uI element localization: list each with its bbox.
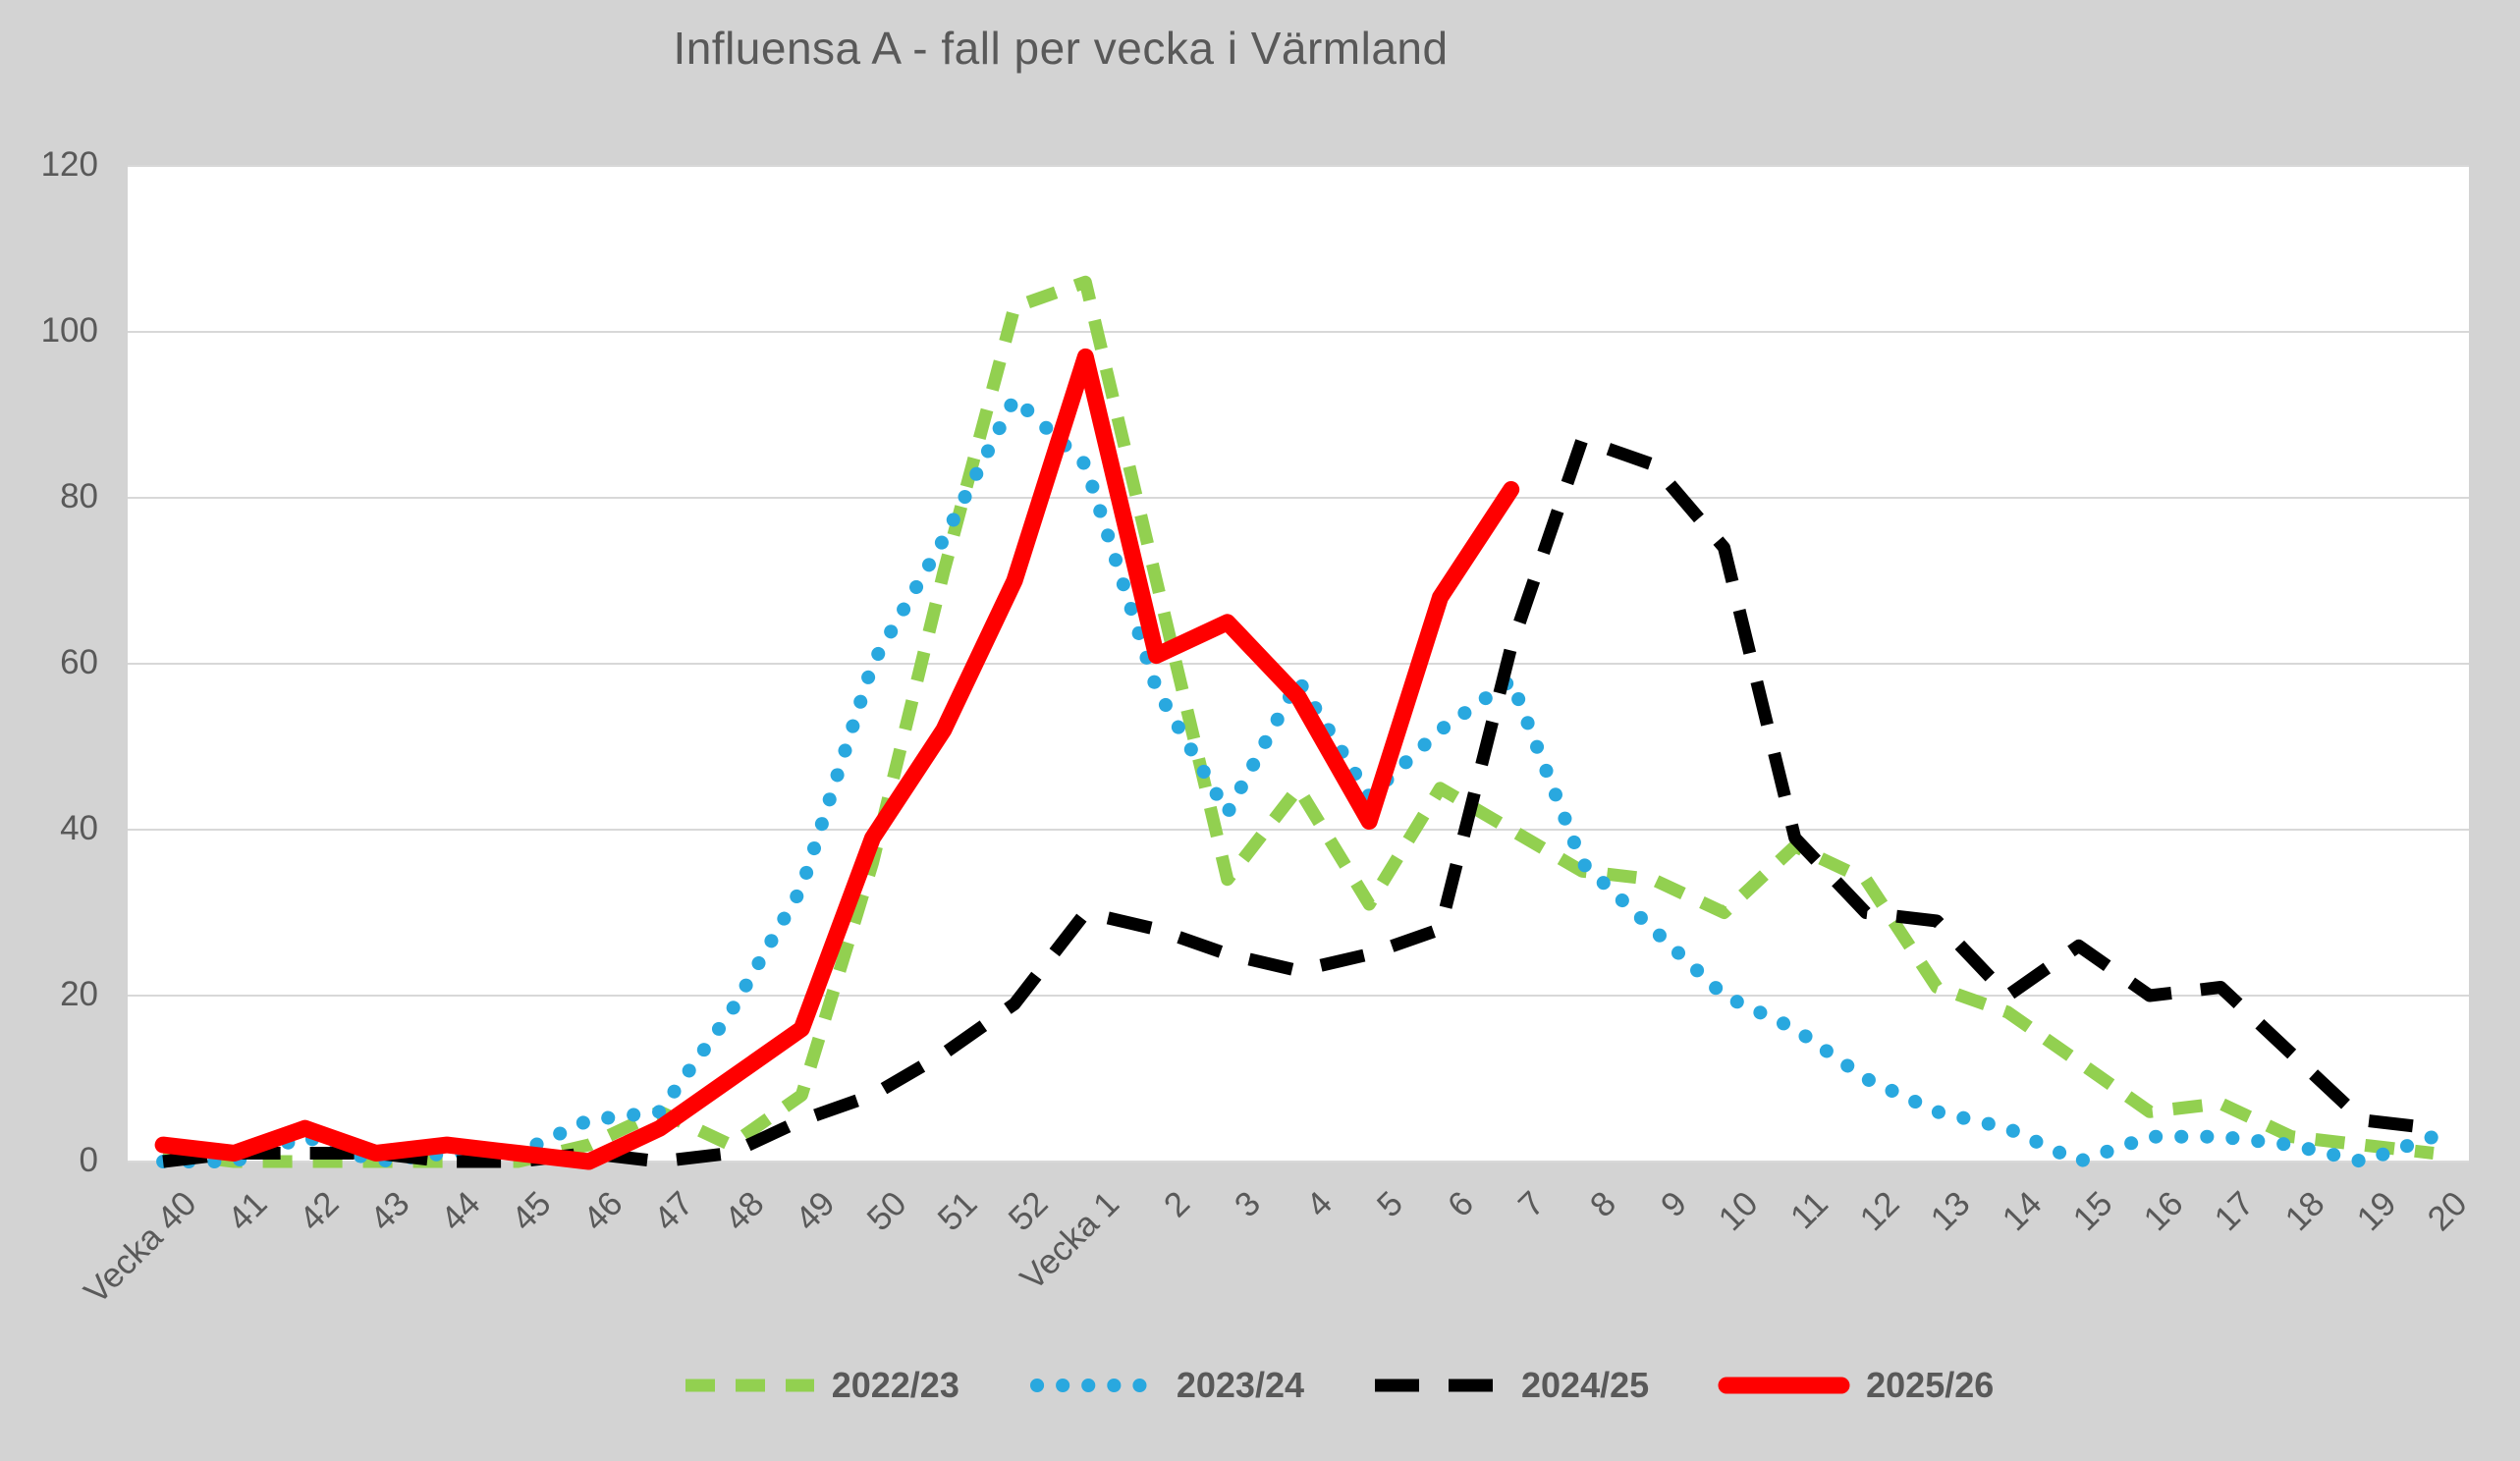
legend-label-2022-23: 2022/23	[831, 1365, 959, 1405]
legend-item-2023-24: 2023/24	[1028, 1365, 1304, 1406]
legend-marker-2023-24	[1029, 1379, 1159, 1392]
legend-label-2023-24: 2023/24	[1176, 1365, 1304, 1405]
y-axis-tick-label-0: 0	[79, 1141, 98, 1179]
chart-legend: 2022/23 2023/24 2024/25 2025/26	[157, 1365, 2520, 1406]
series-line-2025-26	[154, 348, 1520, 1170]
legend-item-2022-23: 2022/23	[684, 1365, 959, 1406]
y-axis-tick-label-100: 100	[40, 311, 98, 350]
chart-title: Influensa A - fall per vecka i Värmland	[673, 23, 1449, 74]
legend-item-2025-26: 2025/26	[1718, 1365, 1994, 1406]
legend-label-2025-26: 2025/26	[1866, 1365, 1995, 1405]
y-axis-tick-label-40: 40	[60, 809, 98, 847]
y-axis-tick-label-60: 60	[60, 643, 98, 681]
legend-label-2024-25: 2024/25	[1521, 1365, 1650, 1405]
legend-marker-2025-26	[1718, 1377, 1850, 1394]
y-axis-tick-label-20: 20	[60, 975, 98, 1013]
series-line-2023-24	[156, 391, 2440, 1168]
legend-marker-2022-23	[685, 1379, 814, 1392]
legend-item-2024-25: 2024/25	[1373, 1365, 1649, 1406]
y-axis-tick-label-80: 80	[60, 477, 98, 515]
legend-marker-2024-25	[1375, 1379, 1504, 1392]
y-axis-tick-label-120: 120	[40, 145, 98, 184]
